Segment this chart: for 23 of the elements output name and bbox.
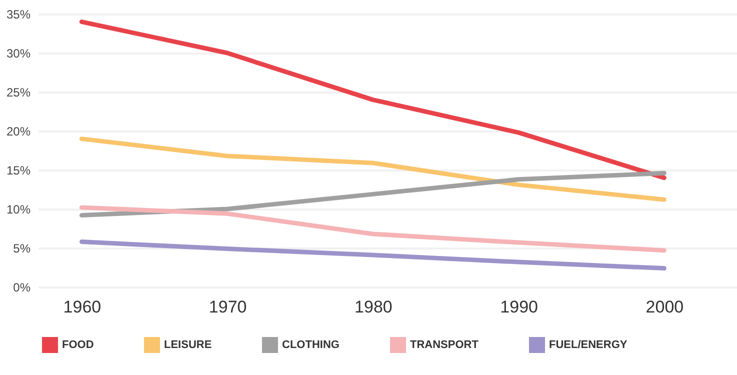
line-series [79, 20, 666, 180]
y-tick-label: 25% [6, 86, 31, 100]
legend-label: LEISURE [164, 339, 212, 351]
y-tick-label: 20% [6, 124, 31, 138]
x-tick-label: 1980 [354, 298, 392, 316]
y-tick-label: 10% [6, 202, 31, 216]
line-series [79, 205, 666, 253]
y-tick-label: 35% [6, 8, 31, 22]
y-tick-label: 30% [6, 46, 31, 60]
x-tick-label: 1960 [63, 298, 102, 316]
x-tick-label: 1970 [208, 298, 247, 316]
y-tick-label: 5% [13, 242, 31, 256]
y-tick-label: 0% [13, 280, 31, 294]
line-series [79, 136, 666, 202]
x-tick-label: 1990 [500, 298, 538, 316]
line-series [79, 240, 666, 271]
legend-label: FUEL/ENERGY [549, 339, 628, 351]
line-series [79, 170, 666, 218]
x-tick-label: 2000 [646, 298, 684, 316]
legend-label: TRANSPORT [410, 339, 479, 351]
legend-label: CLOTHING [282, 339, 340, 351]
y-tick-label: 15% [6, 164, 31, 178]
legend-label: FOOD [62, 339, 94, 351]
